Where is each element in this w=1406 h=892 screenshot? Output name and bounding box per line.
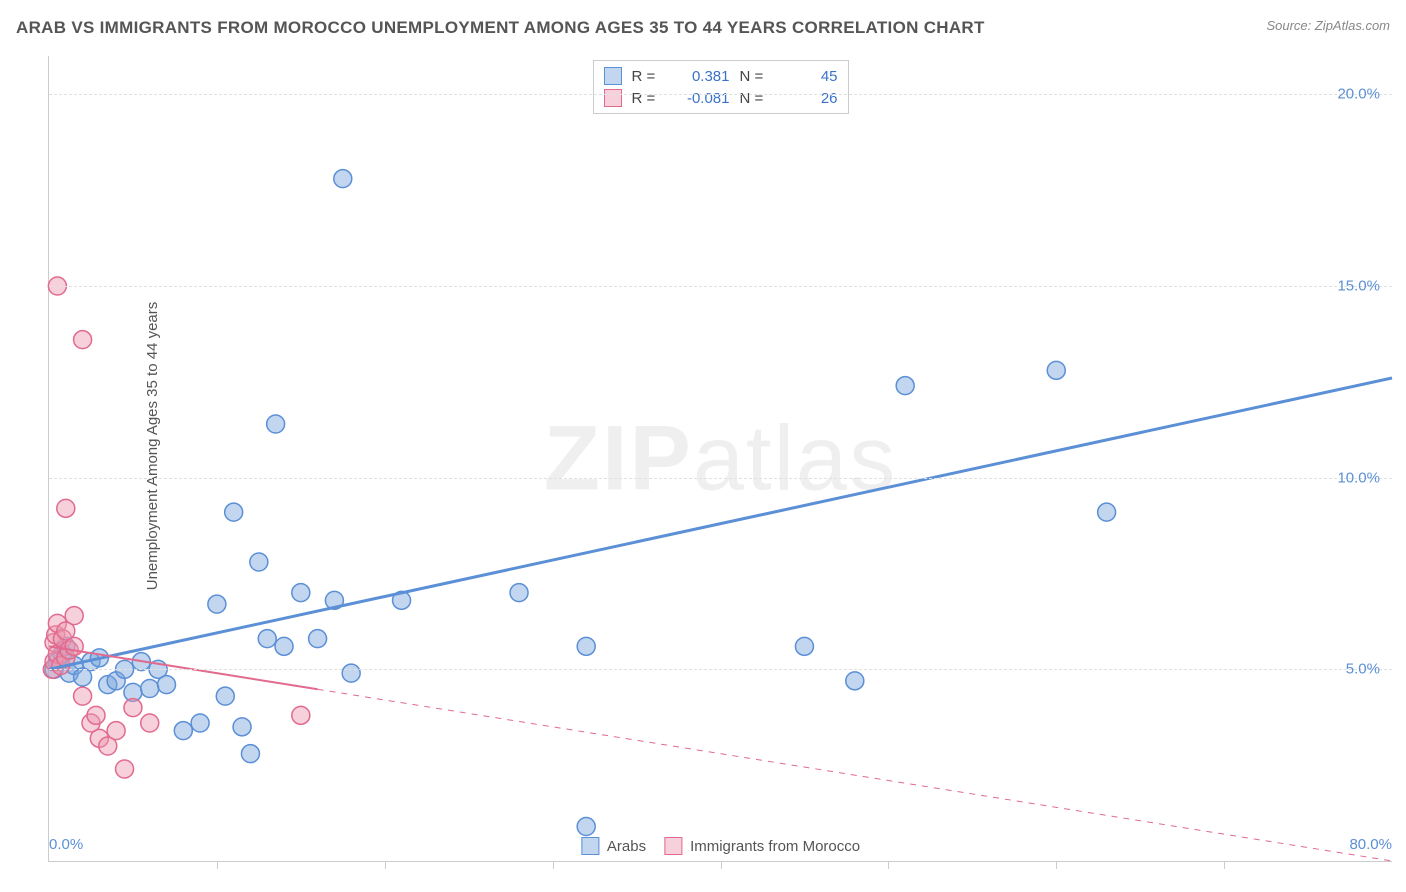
x-tick [553, 861, 554, 869]
data-point-morocco [65, 637, 83, 655]
data-point-arabs [208, 595, 226, 613]
data-point-arabs [846, 672, 864, 690]
data-point-morocco [107, 722, 125, 740]
legend-item-arabs: Arabs [581, 837, 646, 855]
data-point-arabs [292, 584, 310, 602]
y-tick-label: 10.0% [1337, 469, 1380, 486]
data-point-arabs [233, 718, 251, 736]
data-point-morocco [57, 499, 75, 517]
x-tick [721, 861, 722, 869]
y-tick-label: 20.0% [1337, 86, 1380, 103]
x-tick-label: 0.0% [49, 836, 83, 853]
x-tick [385, 861, 386, 869]
data-point-arabs [577, 637, 595, 655]
gridline [49, 286, 1392, 287]
data-point-arabs [1047, 361, 1065, 379]
series-name-arabs: Arabs [607, 838, 646, 855]
data-point-morocco [124, 699, 142, 717]
swatch-arabs-2 [581, 837, 599, 855]
x-tick [1056, 861, 1057, 869]
y-tick-label: 15.0% [1337, 278, 1380, 295]
data-point-arabs [334, 170, 352, 188]
swatch-morocco-2 [664, 837, 682, 855]
trend-line-arabs [49, 378, 1392, 669]
data-point-arabs [250, 553, 268, 571]
x-tick-label: 80.0% [1349, 836, 1392, 853]
data-point-arabs [225, 503, 243, 521]
data-point-arabs [241, 745, 259, 763]
data-point-arabs [510, 584, 528, 602]
data-point-arabs [342, 664, 360, 682]
data-point-arabs [577, 818, 595, 836]
data-point-arabs [141, 680, 159, 698]
gridline [49, 669, 1392, 670]
legend-series: Arabs Immigrants from Morocco [581, 837, 860, 855]
data-point-arabs [258, 630, 276, 648]
series-name-morocco: Immigrants from Morocco [690, 838, 860, 855]
data-point-arabs [216, 687, 234, 705]
data-point-arabs [267, 415, 285, 433]
data-point-arabs [174, 722, 192, 740]
data-point-morocco [116, 760, 134, 778]
source-label: Source: ZipAtlas.com [1266, 18, 1390, 33]
data-point-morocco [87, 706, 105, 724]
data-point-morocco [65, 607, 83, 625]
data-point-arabs [158, 676, 176, 694]
data-point-arabs [896, 377, 914, 395]
data-point-arabs [309, 630, 327, 648]
trend-line-dashed-morocco [318, 689, 1392, 861]
y-tick-label: 5.0% [1346, 661, 1380, 678]
data-point-arabs [795, 637, 813, 655]
data-point-morocco [74, 331, 92, 349]
data-point-arabs [275, 637, 293, 655]
gridline [49, 478, 1392, 479]
data-point-arabs [1098, 503, 1116, 521]
data-point-morocco [74, 687, 92, 705]
legend-item-morocco: Immigrants from Morocco [664, 837, 860, 855]
gridline [49, 94, 1392, 95]
x-tick [1224, 861, 1225, 869]
data-point-arabs [191, 714, 209, 732]
chart-title: ARAB VS IMMIGRANTS FROM MOROCCO UNEMPLOY… [16, 18, 985, 37]
data-point-morocco [141, 714, 159, 732]
x-tick [217, 861, 218, 869]
x-tick [888, 861, 889, 869]
scatter-svg [49, 56, 1392, 861]
plot-area: ZIPatlas R = 0.381 N = 45 R = -0.081 N =… [48, 56, 1392, 862]
data-point-morocco [292, 706, 310, 724]
